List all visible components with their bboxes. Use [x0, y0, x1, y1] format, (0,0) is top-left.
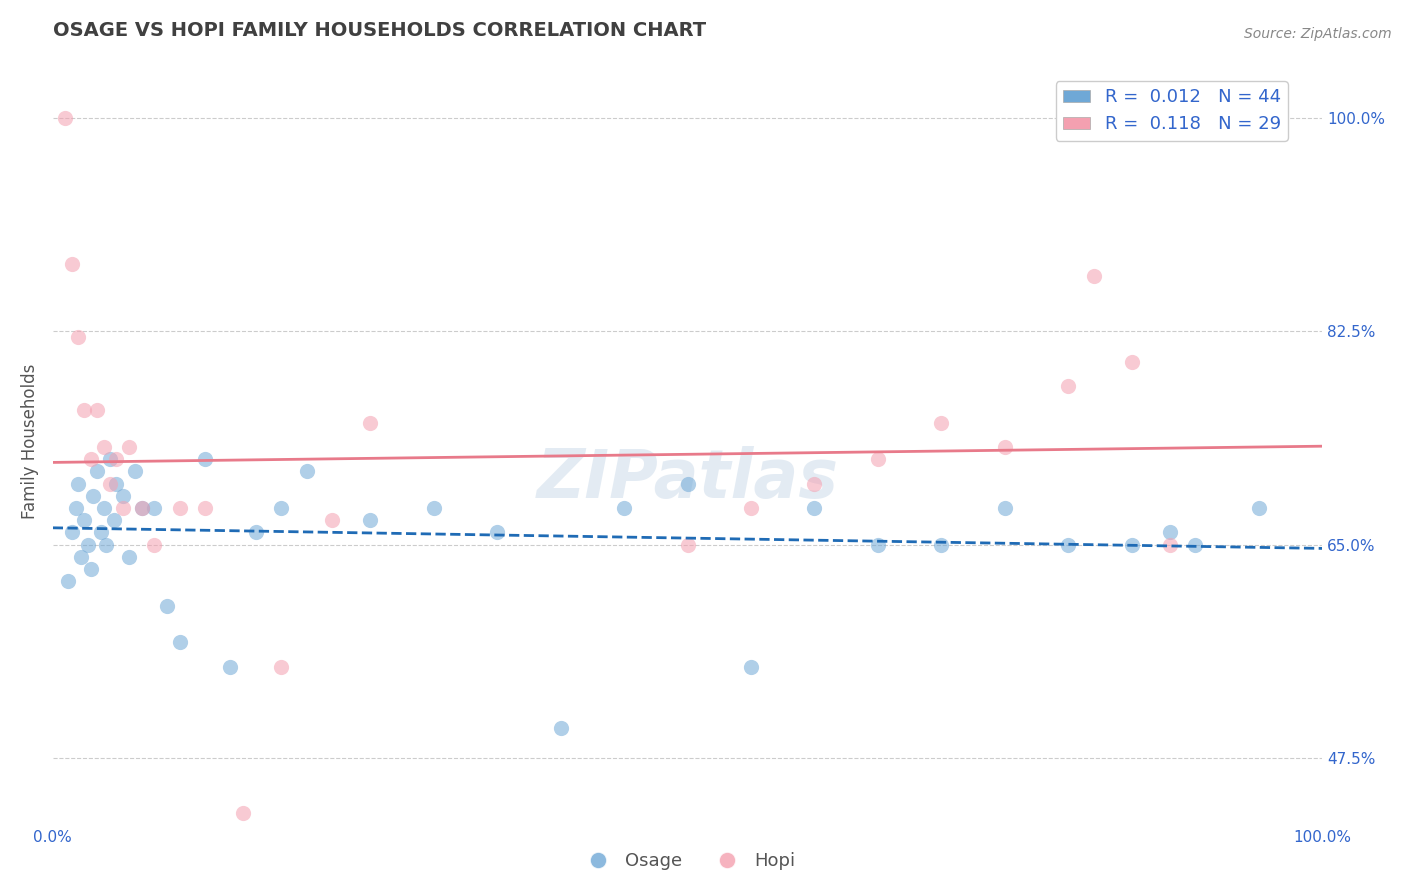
Text: Source: ZipAtlas.com: Source: ZipAtlas.com	[1244, 27, 1392, 41]
Point	[486, 525, 509, 540]
Point	[359, 416, 381, 430]
Point	[55, 111, 77, 125]
Point	[86, 465, 108, 479]
Point	[124, 465, 146, 479]
Point	[295, 465, 318, 479]
Point	[60, 257, 83, 271]
Point	[931, 416, 953, 430]
Point	[803, 476, 825, 491]
Point	[65, 501, 87, 516]
Point	[359, 513, 381, 527]
Point	[1159, 525, 1181, 540]
Point	[131, 501, 153, 516]
Point	[676, 476, 699, 491]
Point	[1083, 269, 1105, 284]
Point	[103, 513, 125, 527]
Point	[94, 538, 117, 552]
Point	[60, 525, 83, 540]
Point	[803, 501, 825, 516]
Point	[1057, 538, 1080, 552]
Point	[73, 403, 96, 417]
Point	[67, 476, 90, 491]
Point	[1247, 501, 1270, 516]
Point	[67, 330, 90, 344]
Point	[866, 538, 889, 552]
Point	[143, 501, 166, 516]
Point	[98, 476, 121, 491]
Point	[740, 659, 762, 673]
Point	[93, 440, 115, 454]
Legend: Osage, Hopi: Osage, Hopi	[572, 846, 803, 878]
Point	[994, 501, 1017, 516]
Point	[194, 501, 217, 516]
Point	[118, 440, 141, 454]
Point	[740, 501, 762, 516]
Point	[994, 440, 1017, 454]
Point	[111, 489, 134, 503]
Point	[1121, 354, 1143, 368]
Text: OSAGE VS HOPI FAMILY HOUSEHOLDS CORRELATION CHART: OSAGE VS HOPI FAMILY HOUSEHOLDS CORRELAT…	[52, 21, 706, 40]
Point	[105, 452, 128, 467]
Point	[321, 513, 343, 527]
Point	[245, 525, 267, 540]
Point	[90, 525, 112, 540]
Point	[232, 805, 254, 820]
Point	[111, 501, 134, 516]
Text: ZIPatlas: ZIPatlas	[537, 446, 838, 512]
Point	[931, 538, 953, 552]
Point	[77, 538, 100, 552]
Point	[550, 721, 572, 735]
Point	[219, 659, 242, 673]
Y-axis label: Family Households: Family Households	[21, 363, 39, 518]
Point	[169, 635, 191, 649]
Point	[105, 476, 128, 491]
Point	[80, 452, 103, 467]
Point	[613, 501, 636, 516]
Point	[98, 452, 121, 467]
Point	[80, 562, 103, 576]
Point	[156, 599, 179, 613]
Point	[56, 574, 79, 589]
Point	[422, 501, 444, 516]
Point	[73, 513, 96, 527]
Point	[86, 403, 108, 417]
Point	[1159, 538, 1181, 552]
Point	[93, 501, 115, 516]
Point	[131, 501, 153, 516]
Point	[270, 501, 292, 516]
Point	[194, 452, 217, 467]
Point	[676, 538, 699, 552]
Point	[1184, 538, 1206, 552]
Point	[169, 501, 191, 516]
Point	[69, 549, 91, 564]
Point	[118, 549, 141, 564]
Point	[1121, 538, 1143, 552]
Point	[1057, 379, 1080, 393]
Point	[866, 452, 889, 467]
Point	[143, 538, 166, 552]
Point	[82, 489, 104, 503]
Point	[270, 659, 292, 673]
